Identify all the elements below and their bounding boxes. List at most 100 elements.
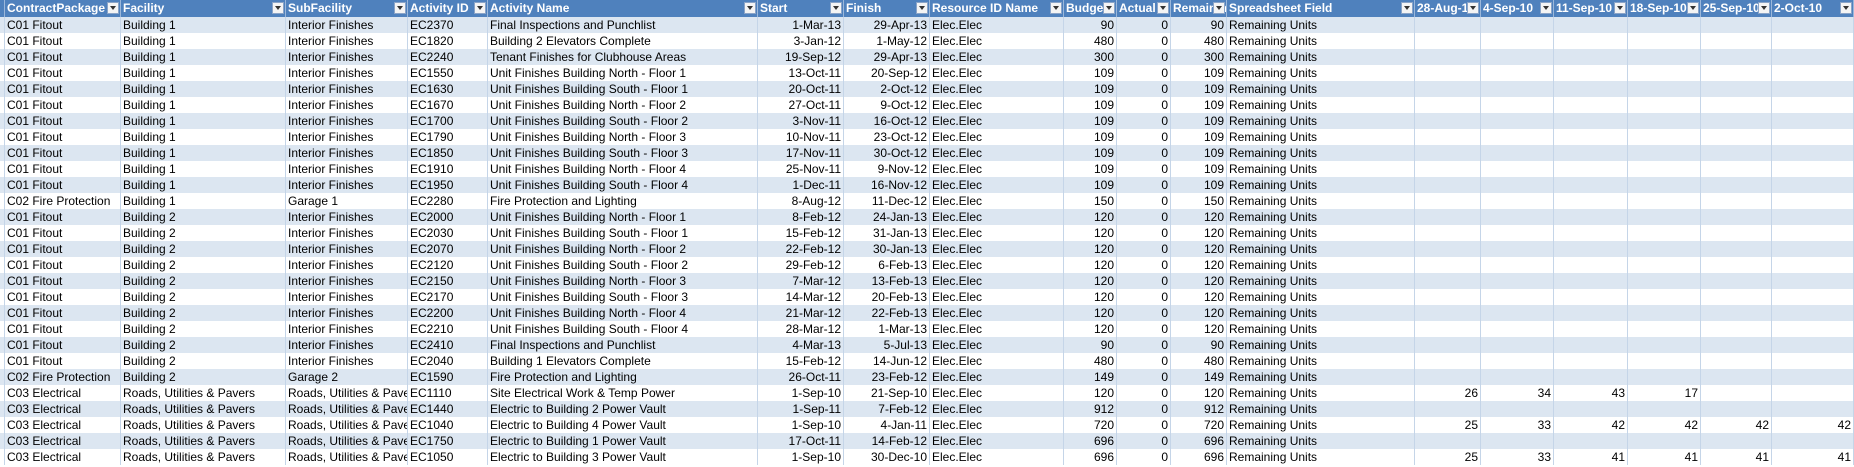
cell: 14-Mar-12 bbox=[758, 289, 844, 305]
cell: C03 Electrical bbox=[5, 433, 121, 449]
cell: 1-Dec-11 bbox=[758, 177, 844, 193]
cell: C01 Fitout bbox=[5, 225, 121, 241]
cell: Elec.Elec bbox=[930, 209, 1064, 225]
cell: C01 Fitout bbox=[5, 289, 121, 305]
cell: EC2030 bbox=[408, 225, 488, 241]
cell bbox=[1481, 193, 1554, 209]
filter-button[interactable] bbox=[1157, 2, 1169, 14]
cell: 120 bbox=[1064, 209, 1117, 225]
filter-button[interactable] bbox=[1840, 2, 1852, 14]
cell bbox=[1772, 289, 1854, 305]
cell bbox=[1415, 225, 1481, 241]
filter-button[interactable] bbox=[394, 2, 406, 14]
filter-button[interactable] bbox=[1758, 2, 1770, 14]
filter-button[interactable] bbox=[107, 2, 119, 14]
cell: Roads, Utilities & Pavers bbox=[121, 433, 286, 449]
cell: 21-Mar-12 bbox=[758, 305, 844, 321]
cell: C01 Fitout bbox=[5, 321, 121, 337]
cell: Elec.Elec bbox=[930, 305, 1064, 321]
cell: EC2150 bbox=[408, 273, 488, 289]
cell: C01 Fitout bbox=[5, 209, 121, 225]
cell: Remaining Units bbox=[1227, 257, 1415, 273]
cell: Building 2 bbox=[121, 353, 286, 369]
cell: 41 bbox=[1554, 449, 1628, 465]
cell bbox=[1628, 65, 1701, 81]
cell: 4-Jan-11 bbox=[844, 417, 930, 433]
cell bbox=[1554, 289, 1628, 305]
cell bbox=[1701, 97, 1772, 113]
cell: 1-Mar-13 bbox=[844, 321, 930, 337]
row-margin bbox=[0, 81, 5, 97]
filter-button[interactable] bbox=[830, 2, 842, 14]
cell bbox=[1554, 177, 1628, 193]
cell: 0 bbox=[1117, 177, 1171, 193]
cell: Interior Finishes bbox=[286, 225, 408, 241]
cell bbox=[1772, 193, 1854, 209]
cell: Building 1 bbox=[121, 65, 286, 81]
cell bbox=[1628, 145, 1701, 161]
cell: Remaining Units bbox=[1227, 65, 1415, 81]
cell bbox=[1415, 113, 1481, 129]
cell: 16-Nov-12 bbox=[844, 177, 930, 193]
cell bbox=[1415, 49, 1481, 65]
filter-button[interactable] bbox=[1467, 2, 1479, 14]
cell: Interior Finishes bbox=[286, 353, 408, 369]
cell bbox=[1628, 33, 1701, 49]
filter-button[interactable] bbox=[916, 2, 928, 14]
filter-button[interactable] bbox=[1213, 2, 1225, 14]
cell: Unit Finishes Building North - Floor 3 bbox=[488, 129, 758, 145]
filter-button[interactable] bbox=[474, 2, 486, 14]
cell: 0 bbox=[1117, 17, 1171, 33]
cell bbox=[1628, 305, 1701, 321]
filter-button[interactable] bbox=[1540, 2, 1552, 14]
cell bbox=[1772, 225, 1854, 241]
cell: Building 2 bbox=[121, 273, 286, 289]
row-margin bbox=[0, 401, 5, 417]
cell: 109 bbox=[1064, 177, 1117, 193]
cell: 28-Mar-12 bbox=[758, 321, 844, 337]
cell bbox=[1415, 161, 1481, 177]
cell bbox=[1628, 17, 1701, 33]
filter-button[interactable] bbox=[1050, 2, 1062, 14]
cell: 26 bbox=[1415, 385, 1481, 401]
filter-button[interactable] bbox=[1614, 2, 1626, 14]
cell: 8-Aug-12 bbox=[758, 193, 844, 209]
cell bbox=[1481, 257, 1554, 273]
cell: C01 Fitout bbox=[5, 353, 121, 369]
cell: C01 Fitout bbox=[5, 97, 121, 113]
cell: 27-Oct-11 bbox=[758, 97, 844, 113]
cell: Remaining Units bbox=[1227, 369, 1415, 385]
cell: Fire Protection and Lighting bbox=[488, 193, 758, 209]
cell: 1-Mar-13 bbox=[758, 17, 844, 33]
cell: 150 bbox=[1064, 193, 1117, 209]
cell: Building 1 bbox=[121, 145, 286, 161]
cell: C01 Fitout bbox=[5, 33, 121, 49]
filter-button[interactable] bbox=[272, 2, 284, 14]
cell: 109 bbox=[1064, 129, 1117, 145]
filter-button[interactable] bbox=[1103, 2, 1115, 14]
cell: 0 bbox=[1117, 81, 1171, 97]
cell bbox=[1415, 257, 1481, 273]
cell: Remaining Units bbox=[1227, 353, 1415, 369]
filter-button[interactable] bbox=[1401, 2, 1413, 14]
cell: Building 2 bbox=[121, 321, 286, 337]
cell: Building 1 bbox=[121, 129, 286, 145]
cell bbox=[1628, 97, 1701, 113]
cell: 6-Feb-13 bbox=[844, 257, 930, 273]
cell bbox=[1554, 225, 1628, 241]
cell: Unit Finishes Building North - Floor 3 bbox=[488, 273, 758, 289]
row-margin bbox=[0, 49, 5, 65]
cell bbox=[1628, 177, 1701, 193]
filter-button[interactable] bbox=[744, 2, 756, 14]
filter-button[interactable] bbox=[1687, 2, 1699, 14]
cell bbox=[1628, 337, 1701, 353]
cell: 33 bbox=[1481, 417, 1554, 433]
cell: 0 bbox=[1117, 113, 1171, 129]
cell: C01 Fitout bbox=[5, 113, 121, 129]
cell: Electric to Building 1 Power Vault bbox=[488, 433, 758, 449]
cell: 120 bbox=[1064, 241, 1117, 257]
cell: 0 bbox=[1117, 449, 1171, 465]
cell: 21-Sep-10 bbox=[844, 385, 930, 401]
cell bbox=[1701, 273, 1772, 289]
